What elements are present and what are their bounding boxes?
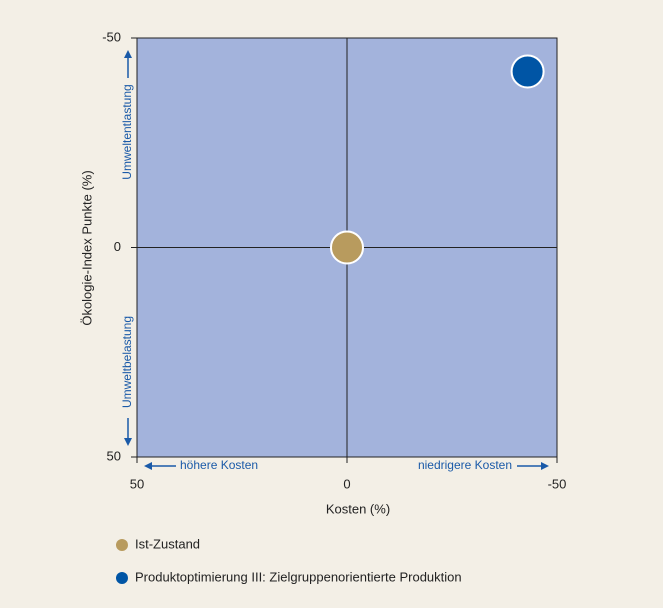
- y-axis-label: Ökologie-Index Punkte (%): [79, 170, 94, 325]
- legend-swatch: [116, 572, 128, 584]
- annotation: niedrigere Kosten: [418, 458, 512, 472]
- x-axis-label: Kosten (%): [326, 501, 390, 516]
- point: [510, 54, 545, 89]
- arrow-head: [541, 462, 549, 470]
- legend-swatch: [116, 539, 128, 551]
- legend-label: Produktoptimierung III: Zielgruppenorien…: [135, 569, 462, 584]
- y-tick-label: -50: [102, 29, 121, 44]
- arrow-head: [124, 438, 132, 446]
- annotation: Umweltbelastung: [120, 316, 134, 408]
- annotation: höhere Kosten: [180, 458, 258, 472]
- y-tick-label: 0: [114, 239, 121, 254]
- x-tick-label: 50: [130, 476, 144, 491]
- y-tick-label: 50: [107, 448, 121, 463]
- point: [330, 230, 364, 265]
- annotation: Umweltentlastung: [120, 84, 134, 179]
- arrow-head: [144, 462, 152, 470]
- x-tick-label: -50: [548, 476, 567, 491]
- x-tick-label: 0: [343, 476, 350, 491]
- arrow-head: [124, 50, 132, 58]
- legend-label: Ist-Zustand: [135, 536, 200, 551]
